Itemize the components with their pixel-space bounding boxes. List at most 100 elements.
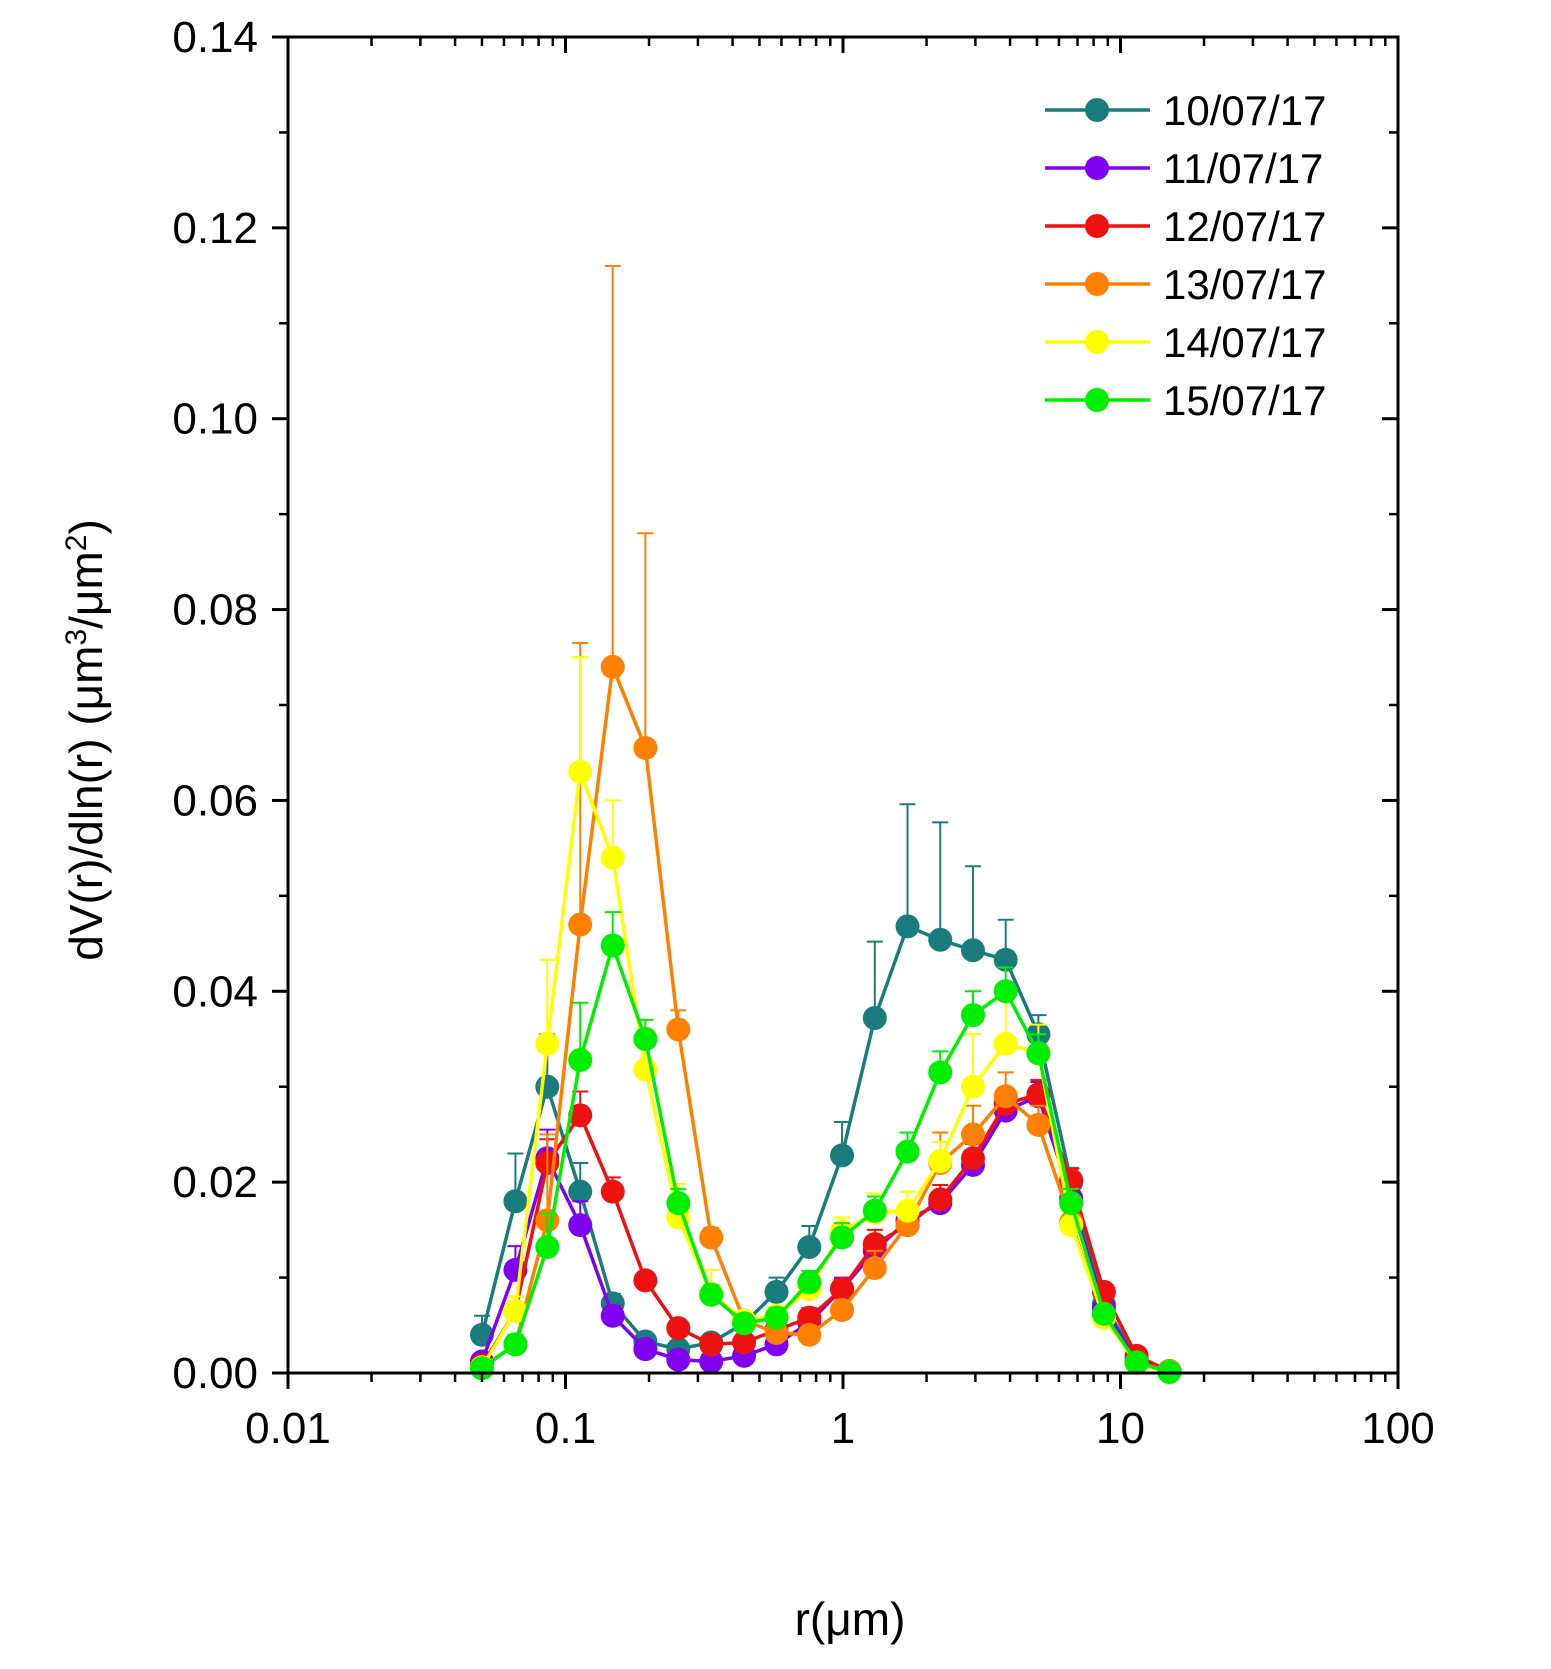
- data-point: [960, 938, 985, 963]
- data-point: [568, 1179, 593, 1204]
- data-point: [600, 654, 625, 679]
- data-point: [633, 1337, 658, 1362]
- y-axis-title: dV(r)/dln(r) (μm3/μm2): [60, 519, 113, 961]
- data-point: [1059, 1191, 1084, 1216]
- data-point: [1026, 1112, 1051, 1137]
- data-point: [666, 1017, 691, 1042]
- data-point: [568, 912, 593, 937]
- data-point: [503, 1189, 528, 1214]
- data-point: [830, 1298, 855, 1323]
- data-point: [960, 1122, 985, 1147]
- legend-entry-4: 13/07/17: [1045, 261, 1327, 308]
- plot-area: [469, 265, 1182, 1385]
- x-tick-label: 0.01: [245, 1404, 331, 1453]
- y-axis-title-sup2: 2: [60, 535, 93, 552]
- data-point: [568, 1103, 593, 1128]
- y-axis-title-suffix: ): [60, 519, 112, 534]
- data-point: [600, 845, 625, 870]
- series-line: [480, 939, 1170, 1374]
- data-point: [535, 1074, 560, 1099]
- legend-label: 10/07/17: [1163, 87, 1327, 134]
- data-point: [797, 1305, 822, 1330]
- x-tick-label: 0.1: [535, 1404, 596, 1453]
- data-point: [699, 1225, 724, 1250]
- data-point: [535, 1235, 560, 1260]
- legend-marker: [1085, 330, 1109, 354]
- legend-marker: [1085, 98, 1109, 122]
- data-point: [993, 947, 1018, 972]
- legend-entry-5: 14/07/17: [1045, 319, 1327, 366]
- data-point: [699, 1332, 724, 1357]
- data-point: [699, 1282, 724, 1307]
- y-axis-title-middle: /μm: [60, 551, 112, 629]
- legend-label: 11/07/17: [1163, 145, 1323, 192]
- legend-label: 13/07/17: [1163, 261, 1327, 308]
- data-point: [732, 1311, 757, 1336]
- y-tick-label: 0.14: [172, 13, 258, 62]
- data-point: [699, 1349, 724, 1374]
- y-tick-label: 0.08: [172, 586, 258, 635]
- data-point: [797, 1235, 822, 1260]
- data-point: [895, 1198, 920, 1223]
- data-point: [862, 1256, 887, 1281]
- data-point: [993, 1084, 1018, 1109]
- y-tick-label: 0.12: [172, 204, 258, 253]
- x-tick-label: 100: [1361, 1404, 1434, 1453]
- legend-label: 12/07/17: [1163, 203, 1327, 250]
- y-tick-label: 0.10: [172, 395, 258, 444]
- data-point: [928, 1149, 953, 1174]
- data-point: [830, 1277, 855, 1302]
- series-line: [480, 924, 1171, 1373]
- data-point: [797, 1270, 822, 1295]
- data-point: [960, 1003, 985, 1028]
- legend-marker: [1085, 156, 1109, 180]
- data-point: [1026, 1041, 1051, 1066]
- y-axis-title-sup1: 3: [60, 629, 93, 646]
- y-tick-label: 0.00: [172, 1349, 258, 1398]
- data-point: [993, 1031, 1018, 1056]
- data-point: [862, 1006, 887, 1031]
- data-point: [928, 927, 953, 952]
- series-6: [469, 911, 1182, 1385]
- data-point: [928, 1060, 953, 1085]
- legend-entry-3: 12/07/17: [1045, 203, 1327, 250]
- data-point: [535, 1031, 560, 1056]
- data-point: [862, 1198, 887, 1223]
- data-point: [568, 759, 593, 784]
- legend-label: 14/07/17: [1163, 319, 1327, 366]
- data-point: [503, 1332, 528, 1357]
- legend-marker: [1085, 272, 1109, 296]
- data-point: [503, 1298, 528, 1323]
- data-point: [830, 1225, 855, 1250]
- x-tick-label: 10: [1096, 1404, 1145, 1453]
- data-point: [732, 1330, 757, 1355]
- data-point: [600, 1179, 625, 1204]
- data-point: [633, 1027, 658, 1051]
- axes: 0.00 0.02 0.04 0.06 0.08 0.10 0.12 0.14 0.01 0.1 1…: [172, 13, 1434, 1453]
- data-point: [960, 1074, 985, 1099]
- data-point: [1091, 1301, 1116, 1326]
- legend-marker: [1085, 388, 1109, 412]
- data-point: [993, 979, 1018, 1004]
- data-point: [895, 914, 920, 939]
- data-point: [600, 933, 625, 958]
- y-tick-label: 0.06: [172, 776, 258, 825]
- data-point: [764, 1279, 789, 1304]
- legend-entry-1: 10/07/17: [1045, 87, 1327, 134]
- data-point: [895, 1139, 920, 1164]
- legend: 10/07/17 11/07/17 12/07/17 13/07/17 14/07/17…: [1045, 87, 1327, 424]
- y-axis-title-prefix: dV(r)/dln(r) (μm: [60, 646, 112, 961]
- data-point: [797, 1322, 822, 1347]
- legend-label: 15/07/17: [1163, 377, 1327, 424]
- data-point: [666, 1316, 691, 1341]
- data-point: [666, 1347, 691, 1372]
- x-tick-label: 1: [831, 1404, 855, 1453]
- data-point: [568, 1213, 593, 1238]
- data-point: [928, 1187, 953, 1212]
- data-point: [633, 735, 658, 760]
- legend-marker: [1085, 214, 1109, 238]
- data-point: [960, 1146, 985, 1171]
- y-tick-label: 0.04: [172, 967, 258, 1016]
